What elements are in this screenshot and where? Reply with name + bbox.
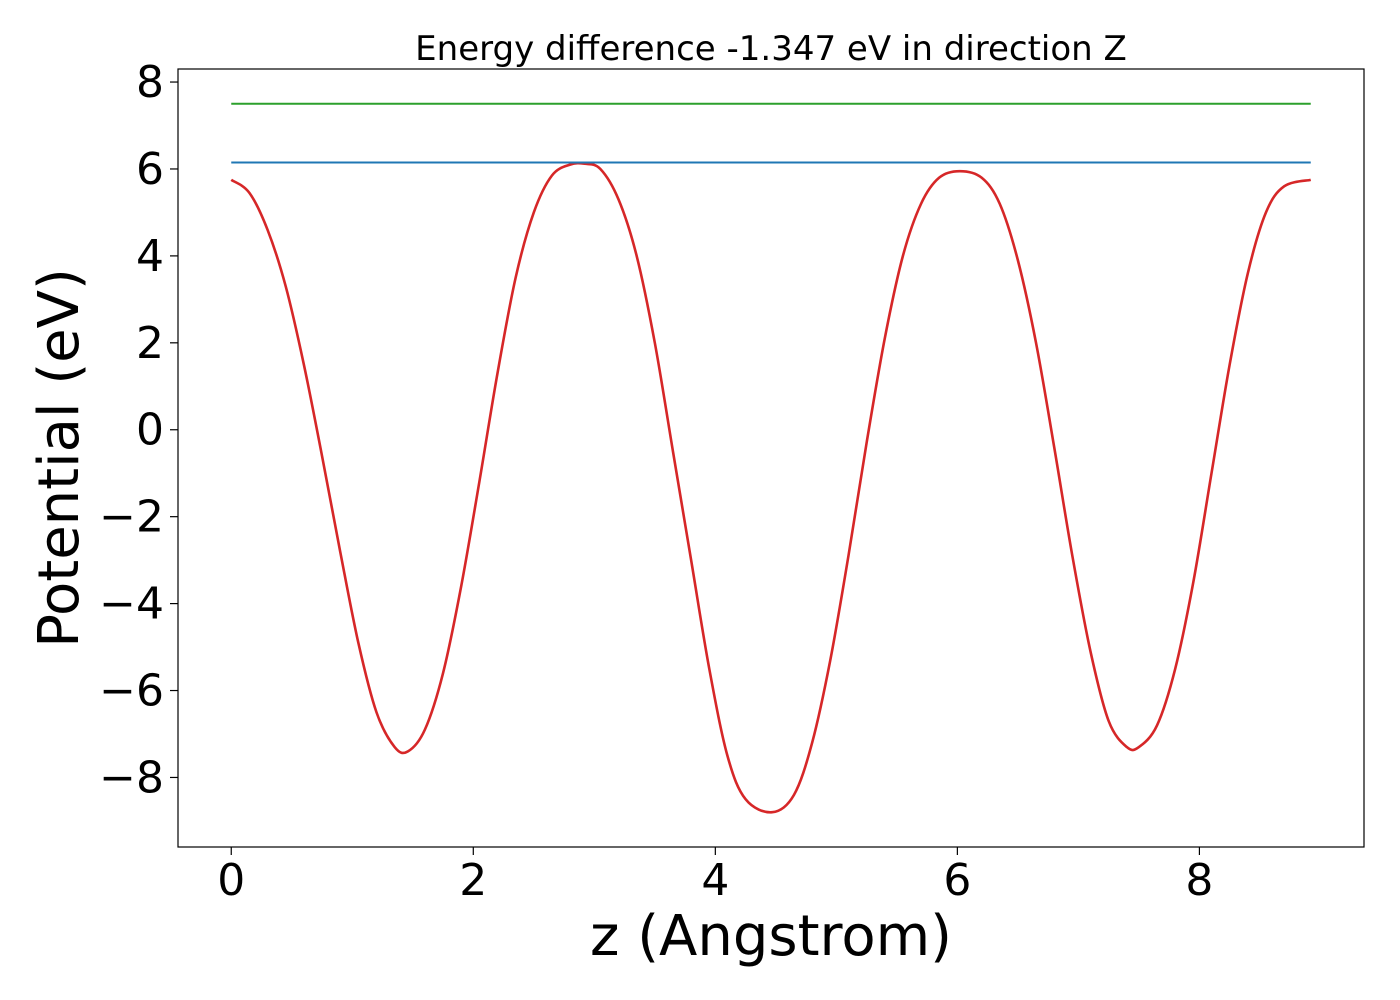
y-tick-label: 8 — [136, 57, 164, 108]
y-tick-label: 4 — [136, 231, 164, 282]
x-tick-label: 2 — [459, 855, 487, 906]
x-tick-label: 6 — [943, 855, 971, 906]
y-tick-label: −6 — [99, 666, 164, 717]
x-axis-label: z (Angstrom) — [590, 904, 952, 969]
chart-title: Energy difference -1.347 eV in direction… — [415, 29, 1127, 69]
axes-frame — [177, 68, 1365, 848]
y-tick-label: −2 — [99, 492, 164, 543]
y-tick-label: −8 — [99, 752, 164, 803]
x-axis-ticks: 0 2 4 6 8 — [217, 847, 1213, 906]
y-tick-label: 6 — [136, 144, 164, 195]
y-tick-label: −4 — [99, 579, 164, 630]
y-axis-label: Potential (eV) — [27, 268, 92, 648]
x-tick-label: 0 — [217, 855, 245, 906]
x-tick-label: 4 — [701, 855, 729, 906]
y-tick-label: 2 — [136, 318, 164, 369]
x-tick-label: 8 — [1185, 855, 1213, 906]
y-tick-label: 0 — [136, 405, 164, 456]
series-line-1 — [230, 161, 1312, 814]
series-layer — [230, 102, 1312, 814]
y-axis-ticks: −8 −6 −4 −2 0 2 4 6 8 — [99, 57, 178, 803]
